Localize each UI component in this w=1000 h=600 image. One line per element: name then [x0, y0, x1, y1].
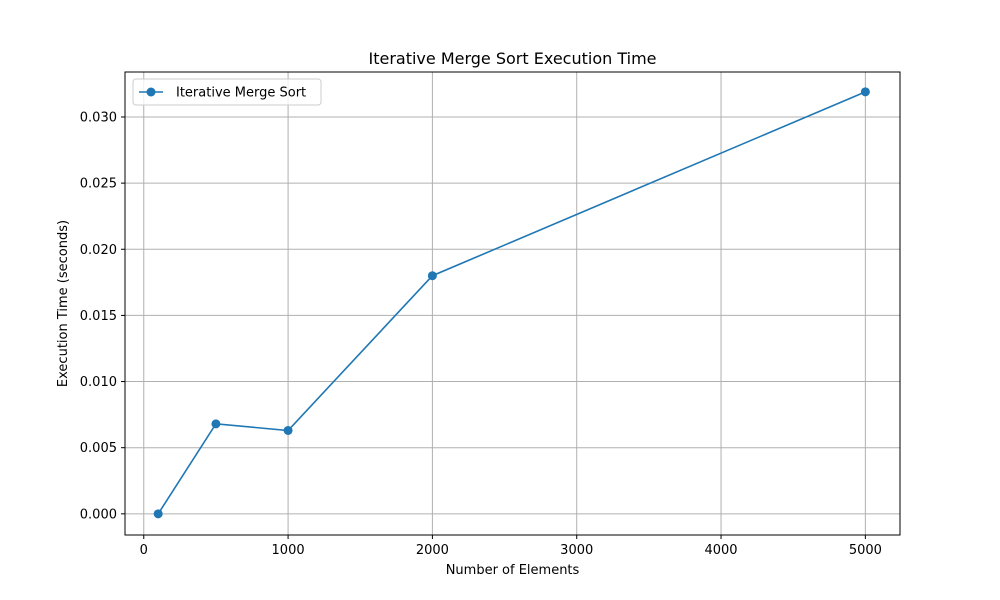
data-point [153, 509, 163, 519]
x-tick-label: 4000 [704, 543, 737, 558]
data-point [283, 425, 293, 435]
legend-box [132, 78, 322, 106]
y-tick-label: 0.015 [80, 309, 117, 324]
data-point [860, 87, 870, 97]
x-tick-label: 2000 [416, 543, 449, 558]
y-tick-label: 0.010 [80, 375, 117, 390]
x-tick-label: 5000 [849, 543, 882, 558]
data-point [427, 271, 437, 281]
y-tick-label: 0.025 [80, 177, 117, 192]
legend-label: Iterative Merge Sort [176, 86, 306, 101]
y-tick-label: 0.005 [80, 441, 117, 456]
x-tick-label: 0 [140, 543, 148, 558]
grid-lines [125, 72, 900, 535]
x-tick-label: 3000 [560, 543, 593, 558]
axis-ticks: 0 1000 2000 3000 4000 5000 0.000 0.005 0.010 0.01… [80, 110, 882, 558]
y-tick-label: 0.030 [80, 110, 117, 125]
legend: Iterative Merge Sort [132, 78, 322, 106]
x-tick-label: 1000 [272, 543, 305, 558]
data-point [211, 419, 221, 429]
legend-marker [146, 87, 156, 97]
chart-title: Iterative Merge Sort Execution Time [368, 49, 656, 68]
series-layer [153, 87, 870, 519]
y-tick-label: 0.000 [80, 507, 117, 522]
y-axis-label: Execution Time (seconds) [56, 220, 71, 387]
x-axis-label: Number of Elements [446, 563, 580, 578]
plot-frame [124, 71, 901, 536]
y-tick-label: 0.020 [80, 243, 117, 258]
